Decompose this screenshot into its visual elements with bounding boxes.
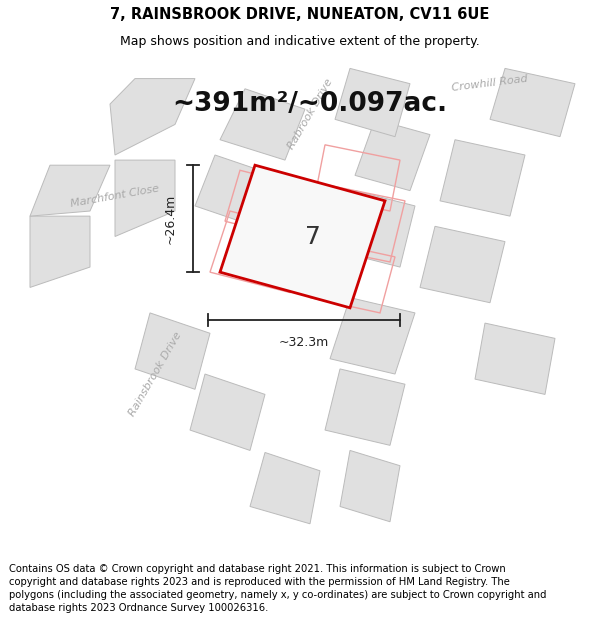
Polygon shape — [325, 369, 405, 446]
Text: Contains OS data © Crown copyright and database right 2021. This information is : Contains OS data © Crown copyright and d… — [9, 564, 547, 613]
Text: ~26.4m: ~26.4m — [164, 194, 177, 244]
Polygon shape — [135, 313, 210, 389]
Polygon shape — [250, 452, 320, 524]
Polygon shape — [220, 89, 305, 160]
Polygon shape — [490, 68, 575, 137]
Polygon shape — [270, 53, 370, 563]
Polygon shape — [340, 191, 415, 267]
Text: 7: 7 — [305, 224, 320, 249]
Polygon shape — [335, 68, 410, 137]
Polygon shape — [220, 165, 385, 308]
Text: Rabrook Drive: Rabrook Drive — [286, 78, 334, 151]
Text: ~391m²/~0.097ac.: ~391m²/~0.097ac. — [172, 91, 448, 117]
Polygon shape — [195, 155, 275, 226]
Polygon shape — [115, 160, 175, 236]
Polygon shape — [440, 140, 525, 216]
Polygon shape — [30, 165, 110, 216]
Polygon shape — [330, 298, 415, 374]
Polygon shape — [55, 53, 295, 563]
Polygon shape — [355, 119, 430, 191]
Polygon shape — [110, 79, 195, 155]
Polygon shape — [475, 323, 555, 394]
Polygon shape — [420, 226, 505, 302]
Polygon shape — [0, 53, 600, 160]
Text: Crowhill Road: Crowhill Road — [451, 74, 529, 93]
Text: ~32.3m: ~32.3m — [279, 336, 329, 349]
Text: 7, RAINSBROOK DRIVE, NUNEATON, CV11 6UE: 7, RAINSBROOK DRIVE, NUNEATON, CV11 6UE — [110, 8, 490, 22]
Polygon shape — [340, 451, 400, 522]
Text: Map shows position and indicative extent of the property.: Map shows position and indicative extent… — [120, 35, 480, 48]
Polygon shape — [190, 374, 265, 451]
Text: Rainsbrook Drive: Rainsbrook Drive — [127, 330, 183, 418]
Polygon shape — [30, 216, 90, 288]
Text: Marchfont Close: Marchfont Close — [70, 183, 160, 209]
